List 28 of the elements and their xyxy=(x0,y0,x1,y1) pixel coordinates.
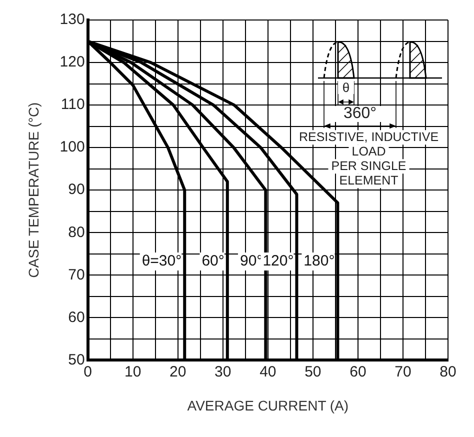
y-tick-label: 110 xyxy=(60,96,85,114)
x-tick-label: 10 xyxy=(124,363,142,380)
y-tick-label: 100 xyxy=(60,138,85,156)
x-axis-title: AVERAGE CURRENT (A) xyxy=(187,397,349,414)
series-label: 120° xyxy=(262,252,294,270)
x-tick-label: 20 xyxy=(170,363,186,380)
x-tick-label: 0 xyxy=(84,363,92,380)
y-axis-title: CASE TEMPERATURE (°C) xyxy=(25,102,42,278)
x-tick-label: 30 xyxy=(214,363,232,380)
y-tick-label: 70 xyxy=(68,266,85,284)
y-tick-label: 80 xyxy=(68,224,85,241)
y-tick-label: 130 xyxy=(60,11,85,28)
x-tick-label: 50 xyxy=(304,363,322,380)
x-tick-label: 60 xyxy=(350,363,366,380)
series-label: θ=30° xyxy=(142,252,182,270)
x-tick-label: 80 xyxy=(440,363,456,380)
series-label: 90° xyxy=(240,252,263,270)
series-label: 180° xyxy=(304,252,335,270)
annotation: RESISTIVE, INDUCTIVE LOAD PER SINGLE ELEMENT xyxy=(298,130,439,188)
series-label: 60° xyxy=(202,252,224,270)
y-tick-label: 90 xyxy=(68,181,85,198)
annotation: 360° xyxy=(330,105,390,122)
annotation: θ xyxy=(338,80,354,95)
y-tick-label: 50 xyxy=(68,351,85,368)
x-tick-label: 70 xyxy=(394,363,412,380)
x-tick-label: 40 xyxy=(260,363,276,380)
y-tick-label: 120 xyxy=(60,54,85,71)
y-tick-label: 60 xyxy=(68,308,85,326)
